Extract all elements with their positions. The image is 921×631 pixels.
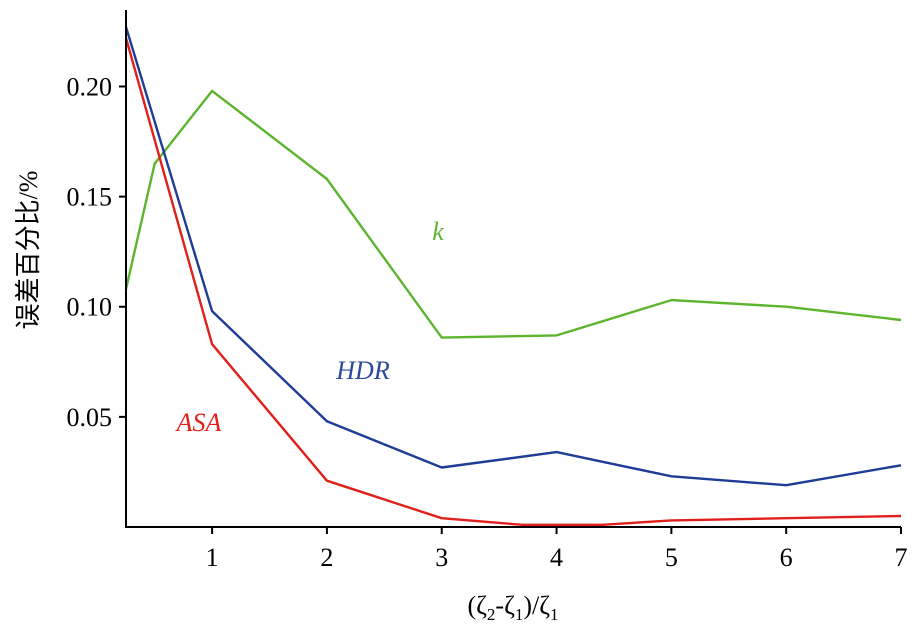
y-tick-label: 0.05 bbox=[67, 403, 113, 432]
x-tick-label: 7 bbox=[895, 543, 908, 572]
series-label-k: k bbox=[432, 217, 444, 246]
x-tick-label: 4 bbox=[550, 543, 563, 572]
y-axis-ticks: 0.05 0.10 0.15 0.20 bbox=[67, 72, 126, 432]
x-tick-label: 5 bbox=[665, 543, 678, 572]
y-tick-label: 0.15 bbox=[67, 183, 113, 212]
series-label-hdr: HDR bbox=[335, 356, 390, 385]
x-tick-label: 2 bbox=[320, 543, 333, 572]
x-axis-label: (ζ2-ζ1)/ζ1 bbox=[467, 591, 558, 624]
y-tick-label: 0.20 bbox=[67, 72, 113, 101]
series-line-asa bbox=[124, 37, 902, 526]
x-axis-ticks: 1 2 3 4 5 6 7 bbox=[206, 527, 908, 572]
series-line-hdr bbox=[124, 26, 902, 487]
x-tick-label: 6 bbox=[780, 543, 793, 572]
series-label-asa: ASA bbox=[175, 408, 222, 437]
y-axis-label: 误差百分比/% bbox=[14, 171, 43, 330]
y-tick-label: 0.10 bbox=[67, 293, 113, 322]
series-line-k bbox=[124, 89, 902, 339]
plot-area bbox=[124, 26, 902, 526]
x-tick-label: 1 bbox=[206, 543, 219, 572]
x-tick-label: 3 bbox=[435, 543, 448, 572]
